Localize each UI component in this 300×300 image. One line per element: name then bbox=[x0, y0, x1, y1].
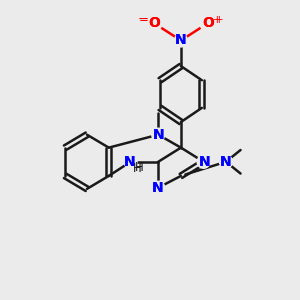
Text: N: N bbox=[152, 128, 164, 142]
Text: −: − bbox=[137, 14, 148, 26]
Text: N: N bbox=[220, 155, 232, 169]
Text: O: O bbox=[148, 16, 160, 30]
Text: O: O bbox=[202, 16, 214, 30]
Circle shape bbox=[220, 155, 232, 168]
Circle shape bbox=[152, 181, 165, 194]
Text: H: H bbox=[133, 162, 141, 175]
Circle shape bbox=[149, 17, 162, 31]
Circle shape bbox=[174, 34, 188, 47]
Text: O: O bbox=[148, 16, 160, 30]
Text: N: N bbox=[198, 155, 210, 169]
Text: −: − bbox=[139, 14, 148, 27]
Text: N: N bbox=[198, 155, 210, 169]
Text: H: H bbox=[135, 160, 144, 174]
Text: N: N bbox=[220, 155, 232, 169]
Text: O: O bbox=[202, 16, 214, 30]
Text: +: + bbox=[214, 15, 223, 25]
Text: N: N bbox=[175, 34, 187, 47]
Text: N: N bbox=[152, 181, 164, 195]
Text: N: N bbox=[175, 34, 187, 47]
Circle shape bbox=[152, 128, 165, 141]
Text: +: + bbox=[213, 15, 222, 26]
Text: N: N bbox=[152, 128, 164, 142]
Text: N: N bbox=[124, 155, 135, 169]
Circle shape bbox=[200, 17, 213, 31]
Text: N: N bbox=[152, 181, 164, 195]
Text: N: N bbox=[124, 155, 136, 169]
Circle shape bbox=[197, 155, 210, 168]
Circle shape bbox=[124, 155, 137, 168]
